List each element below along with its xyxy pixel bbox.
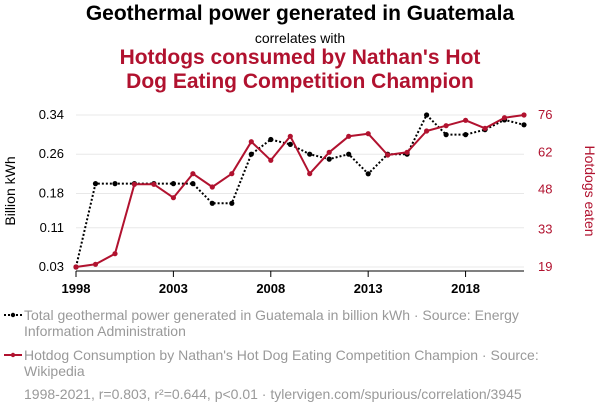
data-point-geothermal (248, 151, 254, 157)
data-point-geothermal (229, 200, 235, 206)
chart-title: Geothermal power generated in Guatemala (85, 2, 515, 25)
data-point-geothermal (326, 156, 332, 162)
data-point-geothermal (443, 132, 449, 138)
data-point-geothermal (92, 181, 99, 187)
y-tick-label-left: 0.18 (39, 185, 64, 200)
y-tick-label-left: 0.26 (39, 146, 64, 161)
data-point-geothermal (463, 132, 469, 138)
data-point-hotdogs (112, 251, 118, 257)
chart-title-secondary: Hotdogs consumed by Nathan's Hot Dog Eat… (0, 46, 600, 94)
data-point-hotdogs (521, 112, 527, 118)
data-point-hotdogs (307, 171, 313, 177)
chart-title-secondary-line2: Dog Eating Competition Champion (126, 70, 474, 93)
data-point-hotdogs (73, 264, 79, 270)
data-point-hotdogs (170, 195, 176, 201)
data-point-geothermal (209, 200, 215, 206)
data-point-hotdogs (151, 181, 157, 187)
data-point-hotdogs (248, 139, 254, 145)
y-tick-label-right: 62 (538, 144, 552, 159)
x-tick-label: 2018 (451, 281, 480, 296)
y-tick-label-left: 0.11 (40, 220, 64, 235)
legend-swatch-hotdogs (4, 352, 22, 358)
x-axis: 1998 2003 2008 2013 2018 (62, 270, 524, 296)
data-point-hotdogs (424, 128, 430, 134)
data-point-geothermal (346, 151, 352, 157)
legend-text-geothermal: Total geothermal power generated in Guat… (24, 307, 519, 339)
chart-title-secondary-line1: Hotdogs consumed by Nathan's Hot (119, 46, 481, 69)
data-point-hotdogs (501, 115, 508, 121)
x-tick-label: 2013 (354, 281, 383, 296)
data-point-hotdogs (131, 181, 137, 187)
footer-stats: 1998-2021, r=0.803, r²=0.644, p<0.01 · t… (24, 386, 522, 402)
data-point-hotdogs (209, 184, 215, 190)
line-chart: 1998 2003 2008 2013 2018 0.03 0.11 0.18 0.26 0.3… (2, 107, 598, 296)
data-point-hotdogs (92, 261, 99, 267)
right-y-axis: 19 33 48 62 76 (538, 107, 552, 274)
data-point-hotdogs (326, 149, 332, 155)
y-tick-label-left: 0.03 (39, 259, 64, 274)
x-tick-label: 2008 (256, 281, 285, 296)
data-point-geothermal (287, 141, 293, 147)
data-point-hotdogs (443, 123, 449, 129)
y-tick-label-right: 19 (538, 259, 552, 274)
data-point-hotdogs (385, 152, 391, 158)
data-point-geothermal (112, 181, 118, 187)
data-point-geothermal (268, 136, 274, 143)
data-point-geothermal (365, 171, 371, 177)
data-point-hotdogs (404, 149, 410, 155)
y-axis-label-left: Billion kWh (2, 156, 18, 225)
y-axis-label-right: Hotdogs eaten (582, 145, 598, 236)
legend-text-hotdogs: Hotdog Consumption by Nathan's Hot Dog E… (24, 347, 539, 379)
y-tick-label-right: 76 (538, 107, 552, 122)
left-y-axis: 0.03 0.11 0.18 0.26 0.34 (39, 107, 64, 274)
data-point-geothermal (170, 181, 176, 187)
data-point-geothermal (307, 151, 313, 157)
data-point-hotdogs (190, 171, 196, 177)
data-point-hotdogs (463, 117, 469, 123)
data-point-geothermal (424, 112, 430, 118)
y-tick-label-right: 48 (538, 182, 552, 197)
series-line-geothermal (75, 114, 525, 268)
gridlines (76, 114, 524, 268)
data-point-hotdogs (287, 133, 293, 139)
chart-subtitle: correlates with (254, 30, 346, 46)
x-tick-label: 1998 (62, 281, 91, 296)
data-point-hotdogs (346, 133, 352, 139)
y-tick-label-left: 0.34 (39, 107, 64, 122)
series-group (73, 112, 527, 270)
x-tick-label: 2003 (159, 281, 188, 296)
data-point-geothermal (521, 122, 527, 128)
y-tick-label-right: 33 (538, 222, 552, 237)
data-point-hotdogs (365, 131, 371, 137)
data-point-hotdogs (482, 125, 488, 131)
data-point-geothermal (190, 181, 196, 187)
legend-swatch-geothermal (4, 312, 22, 318)
series-line-hotdogs (75, 114, 525, 268)
data-point-hotdogs (229, 171, 235, 177)
data-point-hotdogs (268, 157, 274, 163)
